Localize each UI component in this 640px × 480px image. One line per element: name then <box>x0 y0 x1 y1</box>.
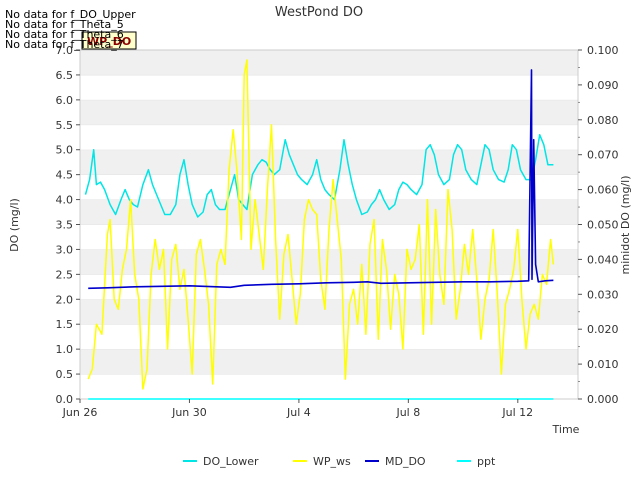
plot-band <box>80 74 578 100</box>
y2-tick-label: 0.080 <box>587 114 619 127</box>
no-data-message: No data for f_DO_Upper <box>5 8 136 21</box>
y-tick-label: 0.5 <box>56 368 74 381</box>
series-layer <box>84 59 555 400</box>
x-tick-label: Jul 4 <box>286 406 311 419</box>
y2-tick-label: 0.030 <box>587 288 619 301</box>
y2-tick-label: 0.040 <box>587 253 619 266</box>
y2-tick-label: 0.010 <box>587 358 619 371</box>
y-tick-label: 0.0 <box>56 393 74 406</box>
plot-band <box>80 349 578 375</box>
no-data-message: No data for f_Theta_6 <box>5 28 124 41</box>
y2-tick-label: 0.020 <box>587 323 619 336</box>
y2-tick-label: 0.070 <box>587 149 619 162</box>
tooltip-background <box>81 31 137 50</box>
tooltip-label: WP_DO <box>87 35 131 48</box>
y-tick-label: 1.5 <box>56 318 74 331</box>
legend: DO_Lower WP_ws MD_DO ppt <box>183 455 496 468</box>
x-tick-label: Jun 26 <box>62 406 98 419</box>
plot-band <box>80 249 578 275</box>
y2-tick-label: 0.100 <box>587 44 619 57</box>
plot-band <box>80 374 578 399</box>
legend-label-wp-ws: WP_ws <box>313 455 351 468</box>
series-line-wp-ws <box>87 59 555 390</box>
y-tick-label: 2.0 <box>56 293 74 306</box>
plot-bands <box>80 49 578 399</box>
y2-tick-label: 0.050 <box>587 219 619 232</box>
y-tick-label: 4.0 <box>56 194 74 207</box>
x-tick-label: Jun 30 <box>171 406 207 419</box>
y-tick-label: 7.0 <box>56 44 74 57</box>
legend-label-ppt: ppt <box>477 455 496 468</box>
plot-band <box>80 124 578 150</box>
x-tick-label: Jul 12 <box>501 406 533 419</box>
plot-band <box>80 99 578 125</box>
y-tick-label: 5.5 <box>56 119 74 132</box>
plot-band <box>80 149 578 175</box>
x-tick-label: Jul 8 <box>395 406 420 419</box>
chart-title: WestPond DO <box>275 5 363 20</box>
y2-tick-label: 0.000 <box>587 393 619 406</box>
legend-label-md-do: MD_DO <box>385 455 426 468</box>
y-tick-label: 6.0 <box>56 94 74 107</box>
y2-tick-label: 0.060 <box>587 184 619 197</box>
y-tick-label: 6.5 <box>56 69 74 82</box>
y2-axis-label: minidot DO (mg/l) <box>619 176 632 275</box>
y-tick-label: 3.0 <box>56 243 74 256</box>
x-axis-label: Time <box>552 423 580 436</box>
y-tick-label: 1.0 <box>56 343 74 356</box>
plot-band <box>80 50 578 75</box>
y-tick-label: 3.5 <box>56 219 74 232</box>
no-data-message: No data for f_Theta_7 <box>5 38 124 51</box>
series-line-do-lower <box>84 134 554 218</box>
y-tick-label: 2.5 <box>56 268 74 281</box>
no-data-messages: No data for f_DO_Upper No data for f_The… <box>5 8 136 51</box>
series-line-md-do <box>88 69 554 290</box>
plot-band <box>80 299 578 325</box>
y2-tick-label: 0.090 <box>587 79 619 92</box>
y-tick-label: 5.0 <box>56 144 74 157</box>
axes-layer: 0.0 0.5 1.0 1.5 2.0 2.5 3.0 3.5 4.0 4.5 5.0 5.5 6.0 6… <box>56 44 619 419</box>
tooltip-box: WP_DO <box>81 31 137 50</box>
y-axis-label: DO (mg/l) <box>8 198 21 252</box>
legend-label-do-lower: DO_Lower <box>203 455 259 468</box>
plot-band <box>80 174 578 200</box>
plot-band <box>80 324 578 350</box>
no-data-message: No data for f_Theta_5 <box>5 18 124 31</box>
y-tick-label: 4.5 <box>56 169 74 182</box>
